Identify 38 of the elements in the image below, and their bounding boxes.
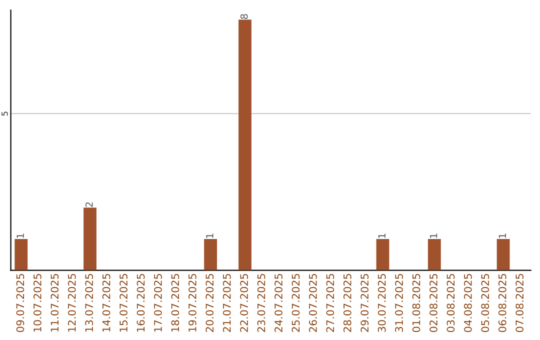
x-tick-label: 09.07.2025 xyxy=(16,274,24,332)
x-tick-label: 29.07.2025 xyxy=(360,274,369,332)
x-tick-label: 12.07.2025 xyxy=(68,274,76,332)
x-tick-label: 02.08.2025 xyxy=(430,274,438,332)
x-tick-label: 17.07.2025 xyxy=(154,274,162,332)
x-tick-label: 04.08.2025 xyxy=(464,274,472,332)
x-tick-label: 20.07.2025 xyxy=(206,274,214,332)
x-tick-label: 25.07.2025 xyxy=(292,274,300,332)
x-tick-label: 27.07.2025 xyxy=(326,274,334,332)
x-tick-label: 10.07.2025 xyxy=(33,274,42,332)
x-tick-label: 16.07.2025 xyxy=(136,274,145,332)
x-tick-label: 18.07.2025 xyxy=(171,274,180,332)
x-tick-label: 26.07.2025 xyxy=(309,274,317,332)
y-tick-label: 5 xyxy=(2,112,8,116)
data-label: 1 xyxy=(430,234,438,238)
data-label: 1 xyxy=(206,234,214,238)
x-tick-label: 05.08.2025 xyxy=(481,274,490,332)
x-tick-label: 03.08.2025 xyxy=(446,274,455,332)
data-label: 8 xyxy=(240,14,248,19)
x-tick-label: 07.08.2025 xyxy=(516,274,524,332)
x-tick-label: 31.07.2025 xyxy=(395,274,403,332)
x-tick-label: 30.07.2025 xyxy=(378,274,386,332)
data-label: 1 xyxy=(378,234,386,238)
x-tick-label: 01.08.2025 xyxy=(412,274,420,332)
x-tick-label: 23.07.2025 xyxy=(257,274,266,332)
x-tick-label: 14.07.2025 xyxy=(102,274,110,332)
x-tick-label: 22.07.2025 xyxy=(240,274,248,332)
x-tick-label: 21.07.2025 xyxy=(222,274,231,332)
data-label: 1 xyxy=(16,234,24,238)
x-tick-label: 15.07.2025 xyxy=(120,274,128,332)
x-tick-label: 11.07.2025 xyxy=(50,274,59,332)
x-tick-label: 28.07.2025 xyxy=(343,274,352,332)
x-tick-label: 24.07.2025 xyxy=(274,274,282,332)
x-tick-label: 13.07.2025 xyxy=(85,274,94,332)
x-tick-label: 06.08.2025 xyxy=(498,274,506,332)
data-label: 1 xyxy=(498,234,506,238)
x-tick-label: 19.07.2025 xyxy=(188,274,196,332)
data-label: 2 xyxy=(85,202,93,207)
